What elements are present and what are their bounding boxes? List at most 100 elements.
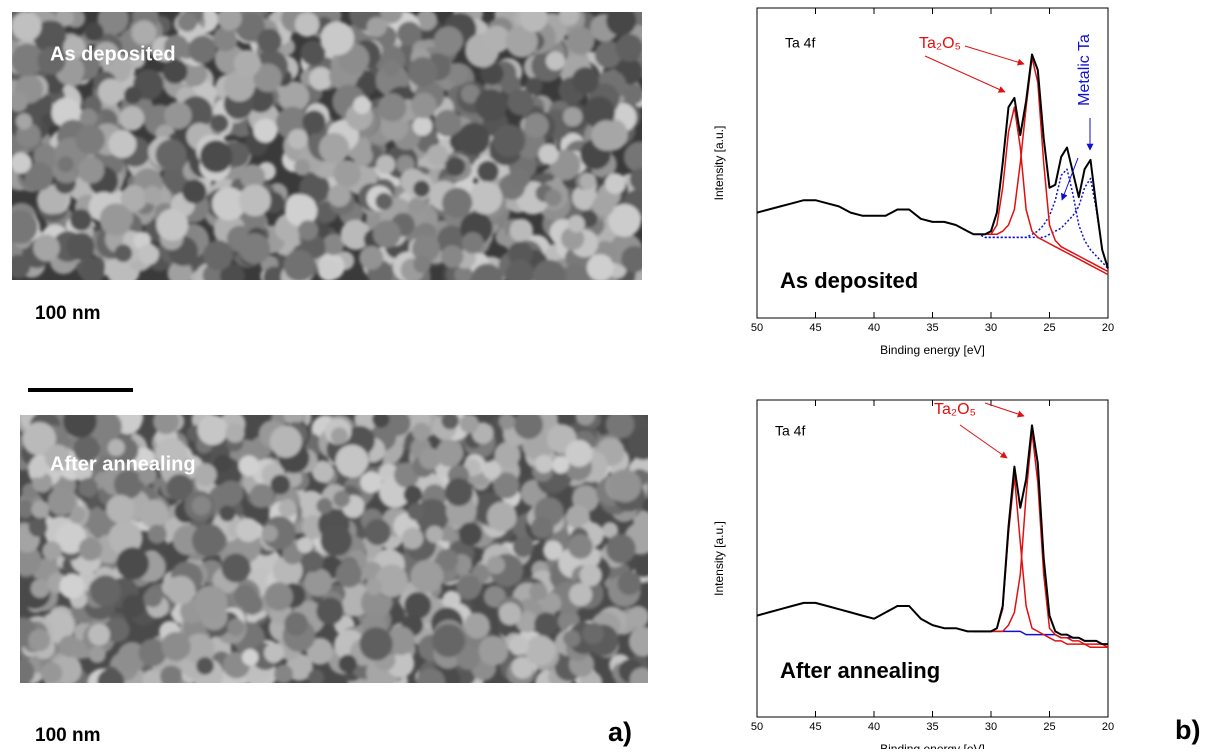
particle: [298, 220, 319, 241]
particle: [411, 234, 440, 263]
arrow: [964, 45, 1025, 66]
x-tick-label: 50: [751, 721, 763, 733]
particle: [378, 93, 407, 122]
particle: [524, 113, 549, 138]
particle: [212, 187, 246, 221]
particle: [247, 86, 274, 113]
particle: [566, 26, 595, 55]
particle: [309, 67, 333, 91]
particle: [75, 124, 105, 155]
x-tick-label: 20: [1102, 322, 1114, 334]
particle: [274, 664, 293, 683]
particle: [375, 192, 393, 211]
particle: [412, 116, 433, 136]
x-tick-label: 25: [1043, 322, 1055, 334]
particle: [498, 602, 522, 626]
particle: [108, 130, 137, 159]
particle: [124, 86, 142, 105]
particle: [562, 107, 583, 127]
particle: [294, 12, 320, 37]
particle: [531, 516, 554, 539]
particle: [78, 537, 103, 561]
arrow: [984, 402, 1025, 418]
particle: [107, 438, 125, 457]
particle: [40, 662, 63, 683]
particle: [532, 259, 567, 280]
particle: [203, 240, 234, 271]
particle: [508, 635, 530, 656]
particle: [543, 540, 563, 561]
particle: [241, 648, 259, 666]
particle: [264, 582, 294, 611]
particle: [571, 67, 599, 95]
particle: [178, 12, 198, 32]
particle: [623, 83, 642, 105]
particle: [338, 654, 357, 673]
particle: [221, 553, 251, 583]
particle: [156, 208, 189, 241]
particle: [397, 21, 422, 46]
particle: [412, 422, 431, 442]
particle: [579, 564, 602, 587]
particle: [509, 241, 533, 266]
particle: [120, 185, 148, 212]
particle: [12, 210, 38, 244]
particle: [284, 194, 318, 227]
particle: [492, 124, 526, 157]
particle: [97, 668, 125, 683]
particle: [582, 622, 604, 645]
particle: [483, 585, 506, 608]
particle: [413, 255, 431, 274]
particle: [220, 263, 245, 280]
particle: [108, 521, 143, 556]
annotation: Ta₂O₅: [919, 35, 961, 52]
particle: [63, 415, 97, 438]
particle: [433, 26, 464, 56]
particle: [88, 646, 106, 664]
particle: [153, 415, 179, 435]
particle: [249, 483, 274, 508]
particle: [90, 575, 122, 607]
particle: [55, 12, 75, 27]
particle: [470, 263, 504, 280]
particle: [188, 35, 217, 64]
particle: [20, 659, 35, 683]
particle: [322, 234, 344, 256]
particle: [143, 185, 162, 205]
particle: [20, 545, 42, 576]
particle: [212, 26, 239, 52]
particle: [30, 578, 50, 598]
particle: [113, 470, 143, 499]
particle: [568, 534, 593, 559]
particle: [210, 114, 229, 133]
particle: [166, 474, 194, 502]
particle: [240, 164, 266, 190]
particle: [615, 34, 642, 62]
particle: [261, 525, 278, 542]
particle: [403, 485, 423, 504]
particle: [608, 203, 642, 237]
annotation: Metalic Ta: [1076, 34, 1093, 106]
x-tick-label: 25: [1043, 721, 1055, 733]
particle: [217, 12, 242, 31]
particle: [316, 597, 344, 625]
particle: [628, 626, 648, 657]
particle: [606, 12, 637, 36]
particle: [253, 63, 282, 92]
particle: [333, 159, 361, 188]
series-line: [756, 53, 1109, 269]
particle: [28, 518, 48, 537]
particle: [605, 415, 635, 439]
particle: [89, 415, 122, 444]
particle: [382, 59, 400, 77]
particle: [627, 606, 648, 628]
particle: [432, 623, 466, 658]
particle: [633, 557, 648, 578]
particle: [236, 518, 261, 543]
particle: [335, 444, 369, 478]
series-line: [756, 424, 1108, 646]
particle: [509, 218, 533, 242]
particle: [79, 258, 105, 280]
particle: [434, 109, 462, 137]
particle: [166, 575, 196, 605]
